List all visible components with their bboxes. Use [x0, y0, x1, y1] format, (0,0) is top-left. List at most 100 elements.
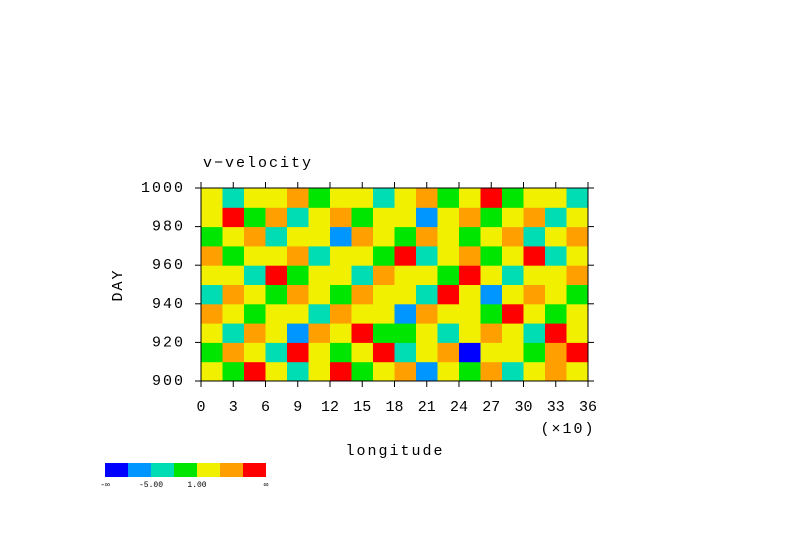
colorbar-label: -5.00	[139, 481, 163, 490]
heat-cell	[351, 361, 374, 382]
heat-cell	[459, 265, 481, 285]
heat-cell	[351, 188, 374, 208]
heat-cell	[566, 303, 589, 324]
heat-cell	[416, 323, 438, 343]
heat-cell	[330, 188, 352, 208]
heat-cell	[265, 245, 288, 266]
heat-cell	[480, 188, 503, 208]
heat-cell	[502, 284, 524, 305]
heat-cell	[394, 207, 417, 228]
x-tick-label: 12	[321, 399, 339, 416]
heat-cell	[545, 188, 567, 208]
heat-cell	[502, 361, 524, 382]
colorbar-box	[220, 463, 243, 477]
heat-cell	[545, 207, 567, 228]
y-axis-label: DAY	[110, 268, 127, 301]
heat-cell	[201, 188, 223, 208]
heat-cell	[480, 303, 503, 324]
heat-cell	[222, 342, 245, 363]
heat-cell	[502, 188, 524, 208]
heat-cell	[351, 226, 374, 247]
heat-cell	[244, 303, 266, 324]
heat-cell	[201, 284, 223, 305]
heat-cell	[222, 245, 245, 266]
x-tick-label: 6	[261, 399, 270, 416]
heat-cell	[201, 323, 223, 343]
x-tick-label: 36	[579, 399, 597, 416]
heat-cell	[287, 342, 309, 363]
heat-cell	[566, 188, 589, 208]
heat-cell	[287, 303, 309, 324]
x-tick-label: 18	[385, 399, 403, 416]
heat-cell	[373, 361, 395, 382]
heat-cell	[308, 303, 331, 324]
y-tick-label: 940	[152, 296, 185, 313]
heat-cell	[222, 188, 245, 208]
heat-cell	[330, 245, 352, 266]
heat-cell	[545, 342, 567, 363]
colorbar-box	[243, 463, 266, 477]
colorbar-box	[128, 463, 151, 477]
heat-cell	[416, 342, 438, 363]
heat-cell	[222, 284, 245, 305]
heat-cell	[308, 323, 331, 343]
heat-cell	[523, 284, 546, 305]
heat-cell	[437, 323, 460, 343]
heat-cell	[394, 303, 417, 324]
heat-cell	[265, 342, 288, 363]
heat-cell	[330, 226, 352, 247]
heat-cell	[394, 342, 417, 363]
heat-cell	[459, 226, 481, 247]
heat-cell	[351, 207, 374, 228]
heat-cell	[330, 323, 352, 343]
y-tick-label: 980	[152, 219, 185, 236]
heat-cell	[244, 245, 266, 266]
heat-cell	[373, 303, 395, 324]
heat-cell	[201, 226, 223, 247]
heat-cell	[437, 284, 460, 305]
heat-cell	[201, 207, 223, 228]
heat-cell	[437, 361, 460, 382]
heat-cell	[394, 226, 417, 247]
heat-cell	[244, 265, 266, 285]
heat-cell	[308, 207, 331, 228]
heat-cell	[416, 207, 438, 228]
heat-cell	[437, 188, 460, 208]
colorbar-end-label: -∞	[100, 481, 110, 490]
heat-cell	[351, 284, 374, 305]
heat-cell	[287, 226, 309, 247]
heat-cell	[459, 284, 481, 305]
heat-cell	[480, 342, 503, 363]
heat-cell	[459, 303, 481, 324]
heat-cell	[308, 265, 331, 285]
y-tick-label: 900	[152, 373, 185, 390]
heat-cell	[502, 342, 524, 363]
heat-cell	[502, 303, 524, 324]
heat-cell	[287, 284, 309, 305]
heat-cell	[416, 188, 438, 208]
heat-cell	[265, 284, 288, 305]
heat-cell	[523, 245, 546, 266]
heat-cell	[545, 245, 567, 266]
heat-cell	[244, 188, 266, 208]
heat-cell	[222, 361, 245, 382]
heat-cell	[201, 303, 223, 324]
heat-cell	[523, 265, 546, 285]
heat-cell	[459, 207, 481, 228]
heat-cell	[308, 226, 331, 247]
heat-cell	[394, 361, 417, 382]
heat-cell	[566, 323, 589, 343]
heat-cell	[459, 323, 481, 343]
heat-cell	[373, 188, 395, 208]
heat-cell	[287, 245, 309, 266]
heat-cell	[201, 361, 223, 382]
heat-cell	[394, 323, 417, 343]
x-tick-label: 33	[547, 399, 565, 416]
x-tick-label: 24	[450, 399, 468, 416]
y-tick-label: 960	[152, 257, 185, 274]
heat-cell	[394, 284, 417, 305]
heat-cell	[287, 265, 309, 285]
heat-cell	[265, 226, 288, 247]
heat-cell	[244, 226, 266, 247]
heat-cell	[523, 323, 546, 343]
